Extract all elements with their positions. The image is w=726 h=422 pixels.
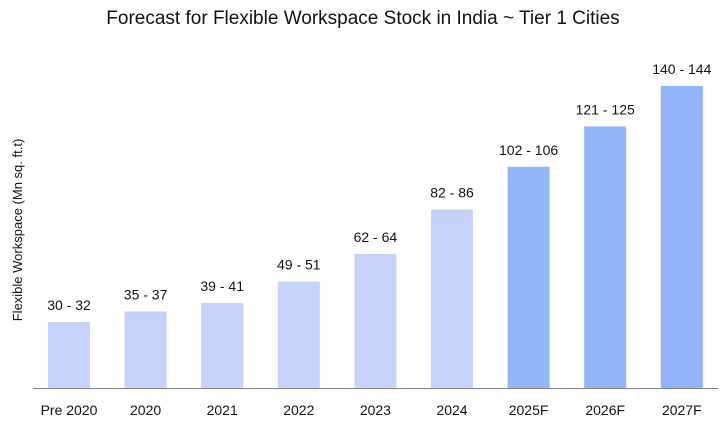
x-tick-label: Pre 2020	[41, 402, 98, 418]
chart-title: Forecast for Flexible Workspace Stock in…	[106, 8, 619, 29]
bar-2025f	[507, 166, 550, 388]
x-tick-label: 2025F	[509, 402, 549, 418]
data-label: 35 - 37	[124, 286, 168, 302]
data-label: 49 - 51	[277, 257, 321, 273]
bar-2024	[431, 209, 473, 388]
bar-2021	[201, 302, 244, 388]
bar-2026f	[584, 126, 627, 388]
x-tick-label: 2026F	[585, 402, 625, 418]
x-tick-label: 2023	[360, 402, 391, 418]
x-tick-label: 2022	[283, 402, 314, 418]
data-label: 62 - 64	[354, 229, 398, 245]
bar-2027f	[660, 86, 703, 388]
data-label: 82 - 86	[430, 184, 474, 200]
data-label: 102 - 106	[499, 142, 558, 158]
bar-pre-2020	[48, 322, 90, 388]
x-tick-label: 2021	[207, 402, 238, 418]
x-tick-label: 2027F	[662, 402, 702, 418]
x-tick-label: 2024	[436, 402, 467, 418]
data-label: 39 - 41	[200, 278, 244, 294]
data-label: 121 - 125	[576, 101, 635, 117]
data-label: 30 - 32	[47, 297, 91, 313]
x-tick-label: 2020	[130, 402, 161, 418]
y-axis-label: Flexible Workspace (Mn sq. ft.t)	[10, 139, 25, 322]
data-label: 140 - 144	[652, 61, 711, 77]
bar-2023	[354, 254, 397, 388]
bar-2022	[277, 281, 320, 388]
bar-2020	[124, 311, 167, 388]
